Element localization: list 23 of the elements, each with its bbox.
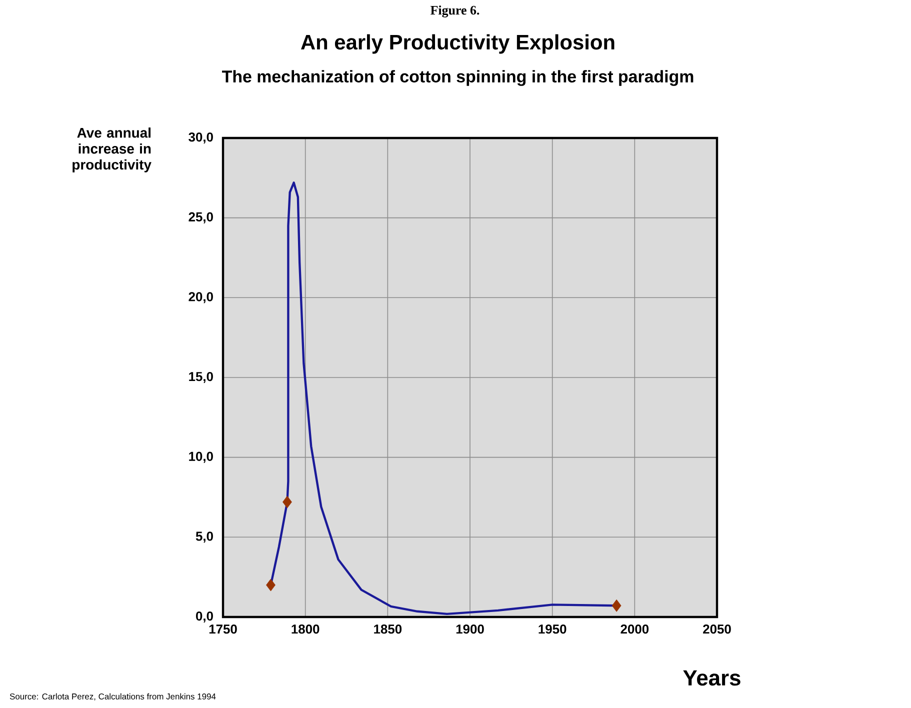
chart-subtitle: The mechanization of cotton spinning in the first paradigm (222, 70, 694, 86)
y-axis-title: Ave annual increase in productivity (72, 128, 152, 172)
x-tick-label: 1950 (538, 624, 566, 634)
y-tick-label: 10,0 (189, 452, 213, 463)
y-tick-label: 15,0 (189, 372, 213, 384)
x-tick-label: 1800 (292, 624, 320, 634)
x-tick-label: 1850 (374, 624, 402, 634)
y-tick-label: 25,0 (188, 212, 213, 224)
y-tick-label: 20,0 (188, 292, 213, 304)
x-tick-label: 1900 (456, 624, 484, 634)
caption: Figure 6. (430, 6, 480, 18)
y-tick-label: 30,0 (188, 132, 213, 144)
x-tick-label: 2050 (703, 624, 731, 634)
point (266, 578, 276, 592)
source-note: Source: Carlota Perez, Calculations from Jenkins 1994 (10, 693, 216, 700)
y-tick-label: 0,0 (196, 611, 213, 623)
point (612, 599, 622, 612)
y-tick-label: 5,0 (196, 532, 213, 543)
x-tick-label: 2000 (620, 624, 649, 634)
x-axis-title: Years (683, 670, 740, 686)
chart-title: An early Productivity Explosion (300, 34, 614, 54)
x-tick-label: 1750 (209, 624, 237, 634)
point (282, 496, 292, 508)
